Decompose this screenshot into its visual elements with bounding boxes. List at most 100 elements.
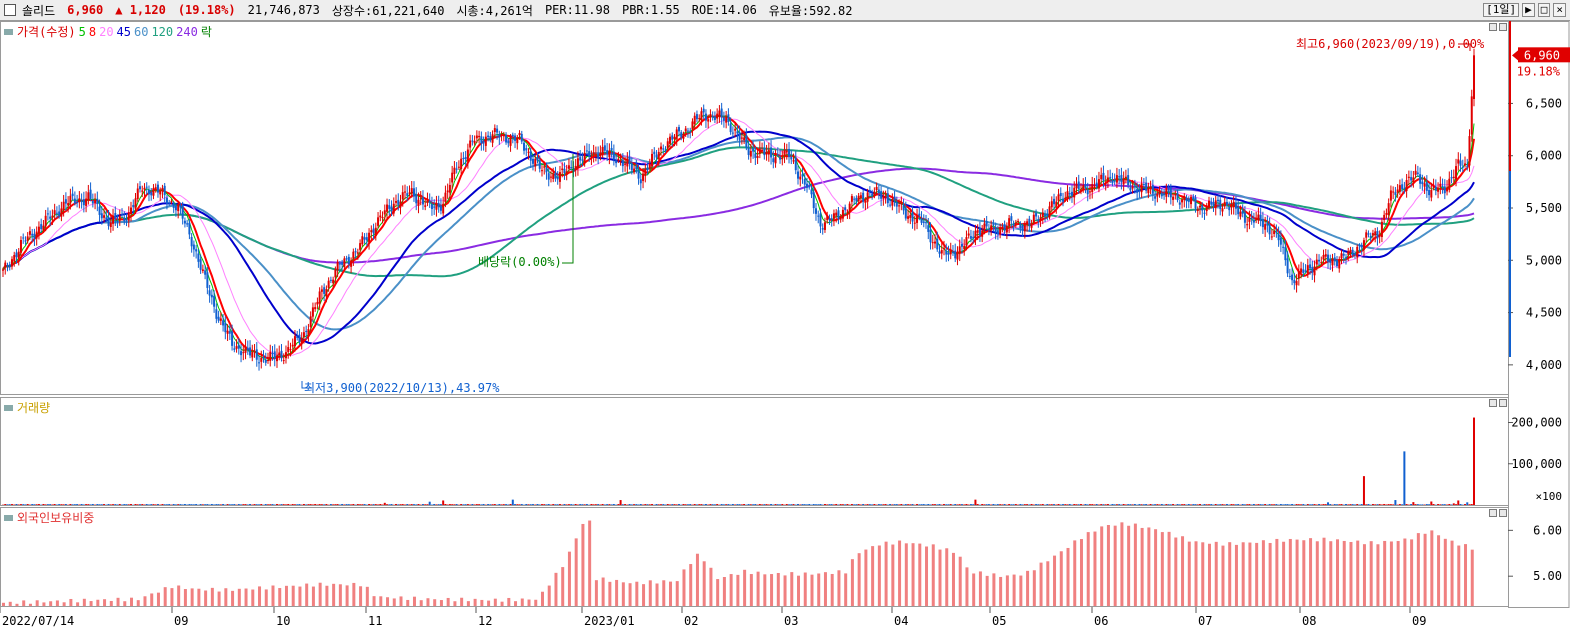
candle-body xyxy=(206,272,209,288)
candle-body xyxy=(570,167,573,169)
candle-body xyxy=(51,215,54,218)
candle-body xyxy=(287,347,290,352)
price-panel-max-icon[interactable] xyxy=(1499,23,1507,31)
panel-menu-icon[interactable] xyxy=(4,28,13,35)
volume-bar xyxy=(244,504,247,505)
candle-body xyxy=(1333,257,1336,262)
foreign-bar xyxy=(588,520,592,606)
candle-body xyxy=(871,193,874,196)
close-icon[interactable]: × xyxy=(1553,3,1566,17)
candle-body xyxy=(258,362,261,364)
price-panel-min-icon[interactable] xyxy=(1489,23,1497,31)
volume-panel-max-icon[interactable] xyxy=(1499,399,1507,407)
volume-bar xyxy=(275,504,278,505)
volume-bar xyxy=(114,504,117,505)
candle-body xyxy=(1255,218,1258,220)
candle-body xyxy=(612,151,615,160)
candle-body xyxy=(581,159,584,161)
volume-bar xyxy=(44,504,47,505)
candle-body xyxy=(1210,201,1213,205)
volume-bar xyxy=(1297,504,1300,505)
foreign-tick-label: 6.00 xyxy=(1533,523,1562,537)
candle-body xyxy=(100,213,103,219)
candle-body xyxy=(862,192,865,202)
next-icon[interactable]: ▶ xyxy=(1522,3,1535,17)
candle-body xyxy=(893,196,896,201)
foreign-bar xyxy=(1322,537,1326,606)
volume-menu-icon[interactable] xyxy=(4,404,13,411)
candle-body xyxy=(1398,185,1401,192)
volume-bar xyxy=(1133,504,1136,505)
candle-body xyxy=(617,158,620,161)
foreign-bar xyxy=(318,582,322,606)
candle-body xyxy=(1309,264,1312,269)
volume-bar xyxy=(832,504,835,505)
restore-icon[interactable]: □ xyxy=(1537,3,1551,17)
foreign-bar xyxy=(743,569,747,606)
candle-body xyxy=(1205,206,1208,212)
volume-bar xyxy=(1457,500,1460,505)
current-price-label: 6,960 xyxy=(1524,48,1560,62)
foreign-panel-max-icon[interactable] xyxy=(1499,509,1507,517)
foreign-menu-icon[interactable] xyxy=(4,514,13,521)
volume-bar xyxy=(1026,504,1029,505)
candle-body xyxy=(534,158,537,167)
foreign-bar xyxy=(1032,570,1036,606)
candle-body xyxy=(642,173,645,181)
volume-bar xyxy=(332,504,335,505)
volume-bar xyxy=(71,504,74,505)
volume-bar xyxy=(109,504,112,505)
volume-panel-min-icon[interactable] xyxy=(1489,399,1497,407)
volume-bar xyxy=(1232,504,1235,505)
foreign-bar xyxy=(1396,541,1400,606)
volume-bar xyxy=(657,504,660,505)
candle-body xyxy=(956,253,959,260)
candle-body xyxy=(1176,193,1179,201)
legend-ma20: 20 xyxy=(99,24,114,39)
candle-body xyxy=(152,187,155,196)
volume-bar xyxy=(1019,504,1022,505)
panel-frame-1 xyxy=(0,397,1509,506)
candle-body xyxy=(731,132,734,134)
candle-body xyxy=(302,332,305,338)
foreign-bar xyxy=(1443,538,1447,606)
x-tick-label: 2023/01 xyxy=(584,614,635,628)
period-button[interactable]: [1일] xyxy=(1483,3,1520,17)
foreign-panel-min-icon[interactable] xyxy=(1489,509,1497,517)
volume-bar xyxy=(1412,502,1415,505)
volume-bar xyxy=(233,504,236,505)
candle-body xyxy=(112,215,115,224)
candle-body xyxy=(1133,186,1136,188)
candle-body xyxy=(709,114,712,117)
candle-body xyxy=(877,189,880,193)
foreign-bar xyxy=(736,574,740,606)
volume-bar xyxy=(1059,504,1062,505)
select-checkbox[interactable] xyxy=(4,4,16,16)
candle-body xyxy=(457,166,460,168)
candle-body xyxy=(471,140,474,142)
candle-body xyxy=(1437,189,1440,192)
candle-body xyxy=(608,150,611,157)
candle-body xyxy=(1282,246,1285,248)
foreign-bar xyxy=(1046,561,1050,606)
volume-bar xyxy=(1360,504,1363,505)
volume-bar xyxy=(1261,504,1264,505)
foreign-bar xyxy=(42,602,46,606)
candle-body xyxy=(792,160,795,162)
candle-body xyxy=(1091,184,1094,193)
volume-bar xyxy=(545,504,548,505)
volume-bar xyxy=(408,504,411,505)
volume-bar xyxy=(253,504,256,505)
volume-bar xyxy=(31,504,34,505)
volume-bar xyxy=(190,504,193,505)
foreign-bar xyxy=(1039,562,1043,606)
volume-bar xyxy=(603,504,606,505)
candle-body xyxy=(866,192,869,202)
candle-body xyxy=(1419,174,1422,184)
volume-bar xyxy=(410,504,413,505)
foreign-bar xyxy=(298,586,302,606)
candle-body xyxy=(770,147,773,158)
foreign-bar xyxy=(857,553,861,606)
candle-body xyxy=(590,157,593,159)
stock-chart[interactable]: 4,0004,5005,0005,5006,0006,500100,000200… xyxy=(0,21,1570,629)
